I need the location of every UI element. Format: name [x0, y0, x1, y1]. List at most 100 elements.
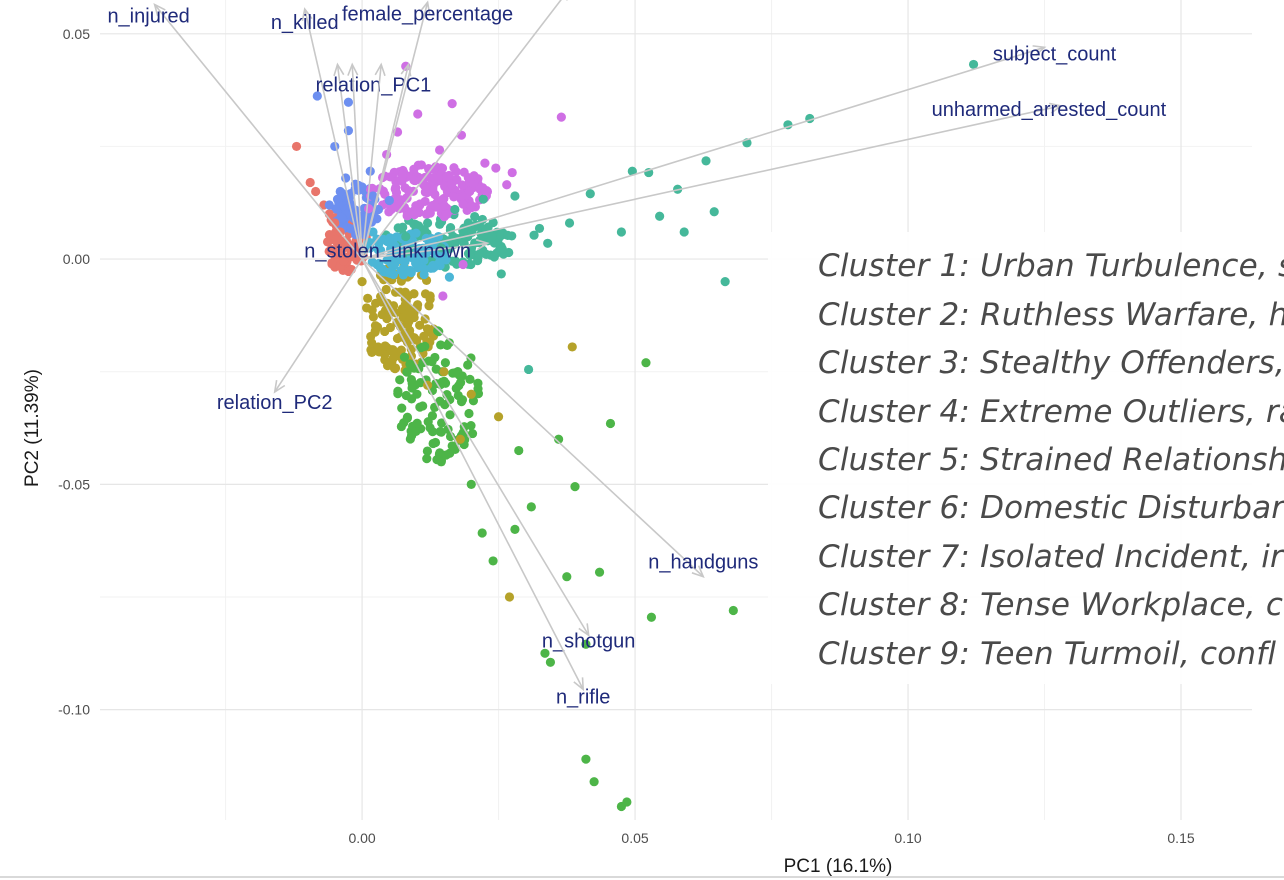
cluster-fill-point [439, 201, 449, 211]
cluster-fill-point [441, 450, 451, 460]
scatter-point-series-6 [368, 191, 378, 201]
cluster-fill-point [390, 184, 400, 194]
cluster-fill-point [451, 256, 461, 266]
scatter-point-series-3 [570, 481, 580, 492]
cluster-fill-point [403, 210, 413, 221]
cluster-fill-point [442, 209, 452, 219]
cluster-fill-point [331, 234, 341, 245]
cluster-fill-point [487, 232, 497, 242]
loading-label-relation-PC1: relation_PC1 [316, 74, 432, 96]
cluster-fill-point [466, 353, 476, 363]
legend-entry-cluster-4: Cluster 4: Extreme Outliers, ra [818, 394, 1284, 430]
scatter-point-series-7 [491, 163, 501, 173]
scatter-point-series-4 [679, 227, 689, 237]
cluster-fill-point [393, 386, 403, 396]
loading-arrowhead [573, 677, 585, 692]
scatter-point-series-1 [305, 177, 315, 188]
cluster-fill-point [415, 378, 426, 388]
scatter-point-series-7 [449, 192, 459, 202]
scatter-point-series-7 [434, 145, 445, 155]
scatter-point-series-1 [352, 249, 362, 260]
cluster-fill-point [422, 454, 432, 464]
cluster-fill-point [428, 427, 438, 437]
cluster-fill-point [456, 192, 467, 202]
cluster-fill-point [411, 258, 421, 269]
x-tick-label: 0.10 [894, 830, 921, 846]
scatter-point-series-3 [488, 556, 498, 566]
scatter-point-series-4 [496, 269, 506, 279]
legend-entry-cluster-8: Cluster 8: Tense Workplace, c [818, 587, 1284, 623]
cluster-fill-point [419, 331, 429, 341]
cluster-fill-point [430, 437, 441, 448]
loading-arrowhead [347, 62, 359, 76]
cluster-fill-point [402, 367, 412, 377]
cluster-fill-point [324, 246, 334, 257]
cluster-fill-point [409, 289, 419, 299]
scatter-point-series-4 [585, 189, 595, 199]
cluster-fill-point [420, 196, 430, 207]
legend-entry-cluster-1: Cluster 1: Urban Turbulence, s [818, 248, 1284, 284]
cluster-fill-point [456, 377, 466, 388]
loading-arrowhead [301, 7, 313, 21]
loading-arrow [361, 0, 562, 260]
y-tick-label: -0.10 [58, 702, 90, 718]
cluster-fill-point [402, 193, 412, 203]
x-tick-label: 0.00 [348, 830, 375, 846]
legend-entry-cluster-5: Cluster 5: Strained Relationsh [818, 442, 1284, 478]
cluster-fill-point [436, 340, 446, 350]
cluster-fill-point [362, 303, 372, 313]
cluster-fill-point [373, 342, 383, 352]
cluster-fill-point [503, 230, 513, 240]
x-axis-title: PC1 (16.1%) [784, 856, 893, 877]
cluster-fill-point [392, 333, 403, 344]
cluster-fill-point [390, 202, 400, 212]
cluster-fill-point [367, 338, 377, 348]
loading-arrowhead [578, 623, 590, 637]
cluster-fill-point [474, 249, 484, 259]
scatter-point-series-6 [324, 200, 334, 210]
scatter-point-series-5 [373, 245, 384, 255]
scatter-point-series-4 [529, 230, 539, 240]
loading-arrow [361, 258, 584, 690]
cluster-fill-point [488, 217, 498, 228]
loading-label-n-handguns: n_handguns [648, 552, 758, 574]
cluster-fill-point [406, 375, 416, 385]
cluster-fill-point [398, 270, 408, 280]
loading-label-n-shotgun: n_shotgun [542, 630, 635, 652]
loading-arrow [361, 105, 1062, 260]
cluster-fill-point [337, 213, 347, 223]
cluster-fill-point [381, 284, 391, 295]
cluster-fill-point [415, 320, 425, 330]
scatter-point-series-3 [646, 612, 657, 622]
scatter-point-series-3 [641, 358, 651, 368]
scatter-point-series-3 [526, 502, 536, 512]
scatter-point-series-7 [458, 199, 468, 209]
scatter-point-series-3 [728, 605, 738, 616]
cluster-fill-point [433, 326, 443, 336]
cluster-fill-point [470, 211, 480, 222]
cluster-fill-point [399, 202, 410, 212]
scatter-point-series-3 [605, 418, 616, 429]
cluster-fill-point [496, 230, 506, 241]
cluster-fill-point [459, 167, 469, 177]
cluster-fill-point [413, 300, 423, 310]
cluster-fill-point [415, 402, 425, 412]
scatter-point-series-4 [478, 194, 488, 204]
scatter-point-series-5 [406, 267, 416, 278]
cluster-fill-point [395, 375, 405, 385]
cluster-fill-point [467, 428, 478, 439]
scatter-point-series-2 [504, 592, 515, 602]
scatter-point-series-3 [436, 457, 446, 467]
scatter-point-series-1 [311, 186, 321, 197]
scatter-point-series-4 [510, 191, 520, 201]
cluster-fill-point [399, 352, 410, 362]
loading-arrow [361, 46, 1045, 260]
scatter-point-series-1 [341, 236, 351, 246]
cluster-fill-point [440, 358, 450, 368]
scatter-point-series-7 [480, 158, 490, 168]
loading-label-relation-PC2: relation_PC2 [217, 392, 333, 414]
scatter-point-series-4 [627, 166, 637, 176]
cluster-fill-point [368, 312, 379, 322]
